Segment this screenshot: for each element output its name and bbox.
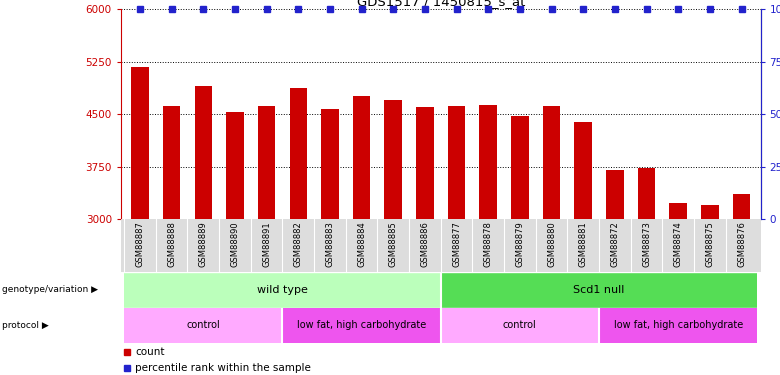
Bar [511,116,529,219]
Text: GSM88886: GSM88886 [420,221,429,267]
Bar [226,112,243,219]
Bar [732,194,750,219]
Bar [417,107,434,219]
Bar [701,206,718,219]
Text: GSM88880: GSM88880 [547,221,556,267]
Text: GSM88889: GSM88889 [199,221,207,267]
Text: GSM88888: GSM88888 [167,221,176,267]
Bar [124,308,282,343]
Bar [282,308,441,343]
Bar [124,272,441,308]
Text: GSM88873: GSM88873 [642,221,651,267]
Bar [163,106,180,219]
Text: GSM88891: GSM88891 [262,221,271,267]
Bar [606,170,623,219]
Bar [480,105,497,219]
Bar [353,96,370,219]
Text: low fat, high carbohydrate: low fat, high carbohydrate [297,320,426,330]
Bar [441,308,599,343]
Text: control: control [503,320,537,330]
Bar [448,106,465,219]
Text: GSM88879: GSM88879 [516,221,524,267]
Text: percentile rank within the sample: percentile rank within the sample [135,363,311,373]
Bar [575,122,592,219]
Bar [289,88,307,219]
Text: GSM88876: GSM88876 [737,221,746,267]
Text: GSM88881: GSM88881 [579,221,587,267]
Bar [385,100,402,219]
Text: GSM88877: GSM88877 [452,221,461,267]
Bar [599,308,757,343]
Bar [638,168,655,219]
Text: GSM88890: GSM88890 [230,221,239,267]
Bar [543,106,560,219]
Title: GDS1517 / 1450815_s_at: GDS1517 / 1450815_s_at [356,0,525,8]
Text: GSM88874: GSM88874 [674,221,682,267]
Text: control: control [186,320,220,330]
Bar [131,68,149,219]
Text: genotype/variation ▶: genotype/variation ▶ [2,285,98,294]
Bar [669,202,687,219]
Text: protocol ▶: protocol ▶ [2,321,48,330]
Text: GSM88875: GSM88875 [705,221,714,267]
Text: GSM88885: GSM88885 [388,221,398,267]
Text: GSM88882: GSM88882 [294,221,303,267]
Bar [258,106,275,219]
Bar [194,86,212,219]
Text: GSM88872: GSM88872 [610,221,619,267]
Text: GSM88887: GSM88887 [136,221,144,267]
Text: low fat, high carbohydrate: low fat, high carbohydrate [614,320,743,330]
Text: GSM88884: GSM88884 [357,221,366,267]
Text: GSM88878: GSM88878 [484,221,493,267]
Text: Scd1 null: Scd1 null [573,285,625,295]
Text: count: count [135,346,165,357]
Bar [321,109,339,219]
Bar [441,272,757,308]
Text: wild type: wild type [257,285,308,295]
Text: GSM88883: GSM88883 [325,221,335,267]
